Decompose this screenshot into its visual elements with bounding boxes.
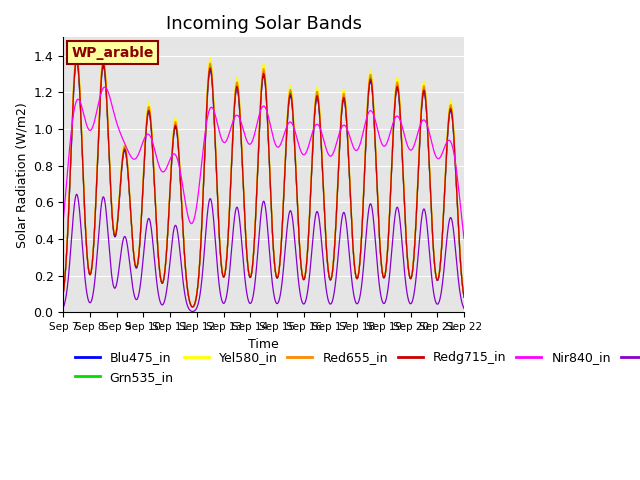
Grn535_in bbox=[79, 178, 87, 184]
Yel580_in bbox=[460, 293, 468, 299]
Yel580_in bbox=[378, 264, 386, 270]
Line: Nir945_in: Nir945_in bbox=[63, 194, 464, 312]
Yel580_in bbox=[356, 249, 364, 255]
Nir840_in bbox=[79, 110, 87, 116]
Nir840_in bbox=[314, 122, 322, 128]
Grn535_in bbox=[314, 93, 322, 99]
Nir945_in bbox=[189, 309, 196, 314]
Blu475_in bbox=[205, 78, 212, 84]
Line: Blu475_in: Blu475_in bbox=[63, 61, 464, 307]
Nir840_in bbox=[60, 217, 67, 223]
Red655_in bbox=[297, 255, 305, 261]
Blu475_in bbox=[73, 58, 81, 64]
Blu475_in bbox=[79, 181, 87, 187]
Nir945_in bbox=[297, 292, 305, 298]
Yel580_in bbox=[73, 46, 81, 51]
Yel580_in bbox=[79, 174, 87, 180]
Nir840_in bbox=[356, 140, 364, 146]
Red655_in bbox=[205, 71, 212, 77]
Line: Grn535_in: Grn535_in bbox=[63, 56, 464, 307]
Yel580_in bbox=[205, 66, 212, 72]
Redg715_in bbox=[73, 56, 81, 61]
Y-axis label: Solar Radiation (W/m2): Solar Radiation (W/m2) bbox=[15, 102, 28, 248]
Nir945_in bbox=[73, 192, 81, 197]
Nir840_in bbox=[205, 110, 212, 116]
Redg715_in bbox=[378, 266, 386, 272]
Redg715_in bbox=[205, 76, 212, 82]
Grn535_in bbox=[189, 304, 196, 310]
Redg715_in bbox=[189, 304, 196, 310]
Nir840_in bbox=[101, 84, 109, 90]
Blu475_in bbox=[60, 290, 67, 296]
Grn535_in bbox=[205, 73, 212, 79]
Line: Redg715_in: Redg715_in bbox=[63, 59, 464, 307]
Red655_in bbox=[378, 265, 386, 271]
Red655_in bbox=[356, 251, 364, 256]
Redg715_in bbox=[297, 256, 305, 262]
Blu475_in bbox=[356, 252, 364, 258]
Blu475_in bbox=[460, 294, 468, 300]
Line: Yel580_in: Yel580_in bbox=[63, 48, 464, 307]
Line: Red655_in: Red655_in bbox=[63, 54, 464, 307]
Title: Incoming Solar Bands: Incoming Solar Bands bbox=[166, 15, 362, 33]
Nir840_in bbox=[460, 236, 468, 241]
Red655_in bbox=[60, 290, 67, 296]
Nir945_in bbox=[205, 202, 212, 207]
Text: WP_arable: WP_arable bbox=[71, 46, 154, 60]
Blu475_in bbox=[378, 266, 386, 272]
X-axis label: Time: Time bbox=[248, 337, 279, 351]
Red655_in bbox=[314, 91, 322, 97]
Redg715_in bbox=[79, 180, 87, 185]
Red655_in bbox=[73, 51, 81, 57]
Redg715_in bbox=[356, 252, 364, 257]
Red655_in bbox=[189, 304, 196, 310]
Nir945_in bbox=[356, 291, 364, 297]
Redg715_in bbox=[60, 290, 67, 296]
Grn535_in bbox=[356, 251, 364, 257]
Nir945_in bbox=[460, 306, 468, 312]
Yel580_in bbox=[60, 289, 67, 295]
Redg715_in bbox=[314, 96, 322, 101]
Legend: Blu475_in, Grn535_in, Yel580_in, Red655_in, Redg715_in, Nir840_in, Nir945_in: Blu475_in, Grn535_in, Yel580_in, Red655_… bbox=[70, 347, 640, 389]
Nir840_in bbox=[378, 141, 386, 146]
Grn535_in bbox=[378, 265, 386, 271]
Yel580_in bbox=[189, 304, 196, 310]
Redg715_in bbox=[460, 294, 468, 300]
Grn535_in bbox=[60, 290, 67, 296]
Nir945_in bbox=[79, 258, 87, 264]
Yel580_in bbox=[297, 254, 305, 260]
Line: Nir840_in: Nir840_in bbox=[63, 87, 464, 239]
Blu475_in bbox=[189, 304, 196, 310]
Nir945_in bbox=[60, 305, 67, 311]
Red655_in bbox=[79, 177, 87, 183]
Nir945_in bbox=[314, 210, 322, 216]
Yel580_in bbox=[314, 87, 322, 93]
Blu475_in bbox=[314, 97, 322, 103]
Nir945_in bbox=[378, 297, 386, 303]
Nir840_in bbox=[296, 147, 304, 153]
Grn535_in bbox=[73, 53, 81, 59]
Blu475_in bbox=[297, 256, 305, 262]
Red655_in bbox=[460, 294, 468, 300]
Grn535_in bbox=[460, 294, 468, 300]
Grn535_in bbox=[297, 255, 305, 261]
